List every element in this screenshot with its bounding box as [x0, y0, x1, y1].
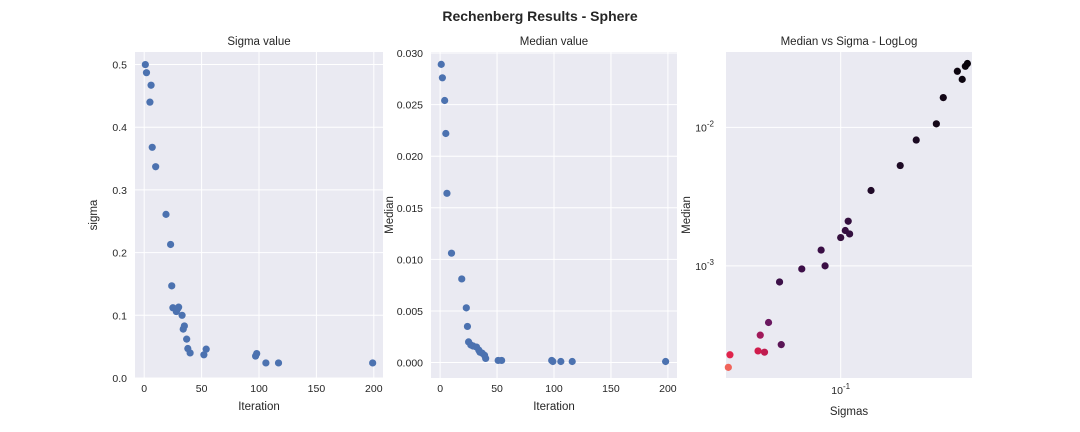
data-point — [463, 322, 472, 331]
x-tick-label: 150 — [308, 383, 326, 395]
data-point — [178, 311, 186, 319]
data-point — [162, 210, 170, 218]
data-point — [180, 322, 188, 330]
data-point — [498, 356, 506, 365]
data-point — [482, 354, 490, 362]
data-point — [549, 357, 557, 366]
x-axis-label-2: Iteration — [533, 401, 575, 413]
data-point — [557, 357, 565, 366]
y-tick-label: 0.3 — [112, 185, 127, 197]
panel-title-3: Median vs Sigma - LogLog — [781, 36, 918, 48]
y-axis-label-1: sigma — [88, 199, 100, 230]
data-point — [958, 75, 966, 83]
data-point — [817, 246, 825, 254]
data-point — [754, 347, 762, 355]
data-point — [896, 161, 904, 170]
data-point — [147, 81, 155, 89]
data-point — [724, 363, 732, 371]
data-point — [821, 262, 829, 270]
y-tick-label: 0.000 — [397, 358, 423, 370]
plot-area-3 — [726, 52, 972, 378]
data-point — [462, 304, 470, 312]
data-point — [441, 96, 449, 105]
x-axis-label-1: Iteration — [238, 401, 280, 413]
data-point — [438, 74, 446, 82]
data-point — [142, 69, 151, 77]
data-point — [867, 186, 875, 195]
x-tick-label: 0 — [437, 383, 443, 395]
data-point — [846, 230, 854, 238]
data-point — [837, 233, 845, 242]
data-point — [777, 341, 785, 349]
data-point — [939, 93, 947, 102]
x-tick-label: 150 — [602, 383, 620, 395]
data-point — [764, 318, 773, 327]
x-tick-label: 200 — [365, 383, 383, 395]
figure-title: Rechenberg Results - Sphere — [442, 8, 638, 24]
y-tick-label: 0.005 — [397, 306, 423, 318]
data-point — [447, 249, 456, 257]
y-tick-label: 0.015 — [397, 203, 423, 215]
y-tick-label: 0.025 — [397, 100, 423, 112]
data-point — [437, 60, 445, 68]
panel-title-1: Sigma value — [227, 36, 290, 48]
y-tick-label: 10-3 — [695, 258, 714, 273]
data-point — [152, 163, 160, 171]
y-tick-label: 10-2 — [695, 119, 714, 134]
data-point — [458, 275, 466, 283]
x-tick-label: 50 — [196, 383, 208, 395]
data-point — [756, 331, 764, 339]
data-point — [760, 348, 769, 356]
data-point — [202, 345, 210, 353]
data-point — [844, 217, 852, 225]
data-point — [963, 59, 972, 68]
data-point — [798, 265, 806, 273]
panel-title-2: Median value — [520, 36, 588, 48]
x-tick-label: 0 — [141, 383, 147, 395]
y-tick-label: 0.0 — [112, 373, 127, 385]
data-point — [932, 120, 940, 128]
y-tick-label: 0.4 — [112, 122, 127, 134]
data-point — [200, 351, 208, 359]
x-tick-label: 50 — [491, 383, 503, 395]
x-tick-label: 100 — [250, 383, 268, 395]
data-point — [369, 359, 377, 367]
data-point — [168, 282, 176, 290]
data-point — [175, 303, 183, 311]
y-axis-label-2: Median — [384, 196, 396, 234]
data-point — [912, 136, 920, 144]
data-point — [775, 278, 784, 286]
data-point — [146, 98, 154, 106]
data-point — [953, 67, 961, 75]
y-tick-label: 0.010 — [397, 254, 423, 266]
data-point — [183, 335, 191, 343]
data-point — [262, 359, 270, 367]
x-axis-label-3: Sigmas — [830, 406, 869, 418]
x-tick-label: 10-1 — [831, 382, 850, 397]
data-point — [166, 240, 175, 249]
y-tick-label: 0.1 — [112, 310, 127, 322]
data-point — [148, 143, 156, 151]
data-point — [186, 349, 194, 357]
data-point — [253, 349, 261, 358]
y-tick-label: 0.5 — [112, 60, 127, 72]
y-tick-label: 0.020 — [397, 151, 423, 163]
y-tick-label: 0.030 — [397, 48, 423, 60]
y-axis-label-3: Median — [681, 196, 693, 234]
data-point — [726, 351, 734, 359]
x-tick-label: 200 — [659, 383, 677, 395]
x-tick-label: 100 — [545, 383, 563, 395]
y-tick-label: 0.2 — [112, 248, 127, 260]
data-point — [274, 359, 283, 367]
data-point — [141, 60, 149, 69]
data-point — [443, 189, 451, 197]
data-point — [442, 129, 450, 138]
data-point — [568, 357, 576, 366]
data-point — [662, 357, 670, 366]
